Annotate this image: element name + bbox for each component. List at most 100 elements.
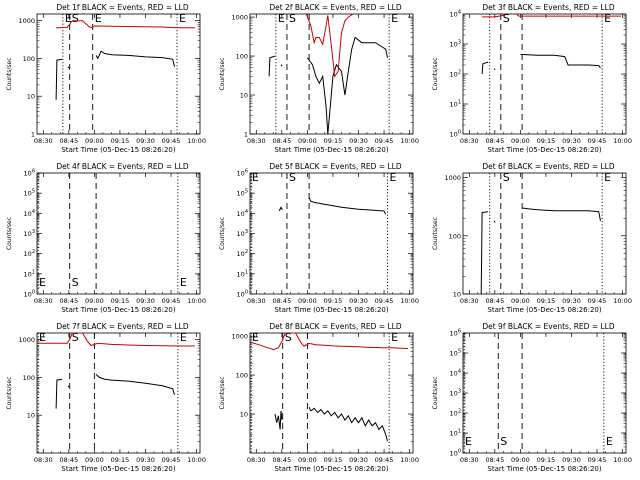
x-tick-label: 09:45 — [588, 137, 607, 145]
y-tick-label: 1 — [244, 131, 248, 139]
x-tick-label: 09:15 — [537, 137, 556, 145]
x-tick-label: 08:45 — [59, 456, 78, 464]
x-tick-label: 09:30 — [562, 297, 581, 305]
x-tick-label: 09:45 — [162, 456, 181, 464]
x-tick-label: 10:00 — [613, 137, 632, 145]
y-tick-label: 101 — [450, 100, 461, 109]
x-tick-label: 10:00 — [613, 297, 632, 305]
x-tick-label: 09:00 — [85, 297, 104, 305]
time-marker-label: E — [180, 331, 187, 344]
series-line-events — [95, 50, 175, 67]
plot-frame — [36, 332, 201, 454]
panel-title: Det 7f BLACK = Events, RED = LLD — [56, 322, 189, 331]
series-group — [37, 333, 195, 409]
series-line-lld — [305, 14, 354, 78]
series-line-events — [306, 36, 388, 134]
series-line-events — [522, 207, 601, 221]
panel-title: Det 8f BLACK = Events, RED = LLD — [269, 322, 402, 331]
time-marker-label: E — [39, 331, 46, 344]
x-tick-label: 09:15 — [111, 456, 130, 464]
y-tick-label: 102 — [450, 70, 461, 79]
x-tick-label: 09:15 — [324, 456, 343, 464]
series-group — [268, 14, 388, 134]
x-tick-label: 09:45 — [375, 137, 394, 145]
time-marker-label: E — [278, 12, 285, 25]
x-tick-label: 09:30 — [136, 297, 155, 305]
y-axis-label: Counts/sec — [6, 376, 13, 409]
x-tick-label: 10:00 — [400, 297, 419, 305]
x-axis-label: Start Time (05-Dec-15 08:26:20) — [274, 465, 388, 473]
x-tick-label: 08:30 — [247, 137, 266, 145]
y-tick-label: 103 — [450, 40, 461, 49]
x-tick-label: 09:00 — [298, 297, 317, 305]
x-tick-label: 08:45 — [485, 297, 504, 305]
time-marker-label: S — [72, 331, 79, 344]
y-tick-label: 100 — [23, 374, 35, 382]
x-tick-label: 10:00 — [400, 456, 419, 464]
x-tick-label: 08:30 — [460, 137, 479, 145]
plot-frame — [36, 172, 201, 295]
x-tick-label: 08:30 — [460, 297, 479, 305]
x-tick-label: 08:30 — [247, 456, 266, 464]
x-tick-label: 09:30 — [349, 137, 368, 145]
y-tick-label: 100 — [237, 290, 248, 299]
plot-frame — [36, 13, 201, 135]
x-tick-label: 09:00 — [85, 456, 104, 464]
time-marker-label: E — [604, 12, 611, 25]
y-tick-label: 100 — [450, 449, 461, 458]
x-tick-label: 08:30 — [34, 137, 53, 145]
x-tick-label: 09:15 — [537, 297, 556, 305]
series-line-events — [308, 406, 388, 442]
x-axis-label: Start Time (05-Dec-15 08:26:20) — [487, 465, 601, 473]
time-marker-label: S — [72, 12, 79, 25]
y-tick-label: 105 — [237, 189, 248, 198]
plot-frame — [462, 172, 627, 295]
x-tick-label: 08:45 — [272, 456, 291, 464]
panel-det5f: Det 5f BLACK = Events, RED = LLD 08:30 08:… — [219, 162, 419, 314]
panel-title: Det 3f BLACK = Events, RED = LLD — [482, 3, 615, 12]
series-line-lld — [56, 20, 195, 29]
y-tick-label: 1000 — [18, 336, 35, 344]
x-tick-label: 09:45 — [162, 137, 181, 145]
x-tick-label: 09:15 — [324, 137, 343, 145]
x-tick-label: 09:15 — [111, 297, 130, 305]
series-line-events — [67, 66, 70, 69]
x-tick-label: 08:30 — [460, 456, 479, 464]
series-group — [55, 20, 195, 100]
panel-det1f: Det 1f BLACK = Events, RED = LLD 08:30 08:… — [6, 3, 206, 154]
plot-frame — [462, 13, 627, 135]
y-tick-label: 101 — [450, 429, 461, 438]
y-tick-label: 104 — [237, 209, 248, 218]
y-axis-label: Counts/sec — [219, 57, 226, 90]
y-tick-label: 104 — [450, 369, 461, 378]
panel-title: Det 6f BLACK = Events, RED = LLD — [482, 162, 615, 171]
panel-det9f: Det 9f BLACK = Events, RED = LLD 08:30 08:… — [432, 322, 632, 473]
x-tick-label: 10:00 — [613, 456, 632, 464]
series-line-events — [520, 53, 601, 69]
x-axis-label: Start Time (05-Dec-15 08:26:20) — [61, 306, 175, 314]
x-axis-label: Start Time (05-Dec-15 08:26:20) — [61, 465, 175, 473]
series-line-events — [493, 220, 496, 223]
x-tick-label: 09:00 — [511, 297, 530, 305]
x-tick-label: 09:15 — [537, 456, 556, 464]
x-tick-label: 10:00 — [400, 137, 419, 145]
y-tick-label: 103 — [237, 229, 248, 238]
y-tick-label: 1000 — [444, 174, 461, 182]
series-line-events — [481, 61, 489, 75]
time-marker-label: E — [252, 171, 259, 184]
series-line-events — [280, 64, 283, 67]
series-line-events — [55, 58, 63, 100]
y-tick-label: 10 — [453, 291, 461, 299]
x-tick-label: 09:00 — [85, 137, 104, 145]
panel-det8f: Det 8f BLACK = Events, RED = LLD 08:30 08:… — [219, 322, 419, 473]
y-tick-label: 1000 — [18, 17, 35, 25]
x-axis-label: Start Time (05-Dec-15 08:26:20) — [487, 306, 601, 314]
y-tick-label: 104 — [24, 209, 35, 218]
time-marker-label: S — [72, 276, 79, 289]
y-axis-label: Counts/sec — [432, 376, 439, 409]
y-tick-label: 100 — [449, 232, 461, 240]
y-tick-label: 102 — [24, 249, 35, 258]
y-tick-label: 100 — [23, 55, 35, 63]
y-tick-label: 1000 — [231, 333, 248, 341]
